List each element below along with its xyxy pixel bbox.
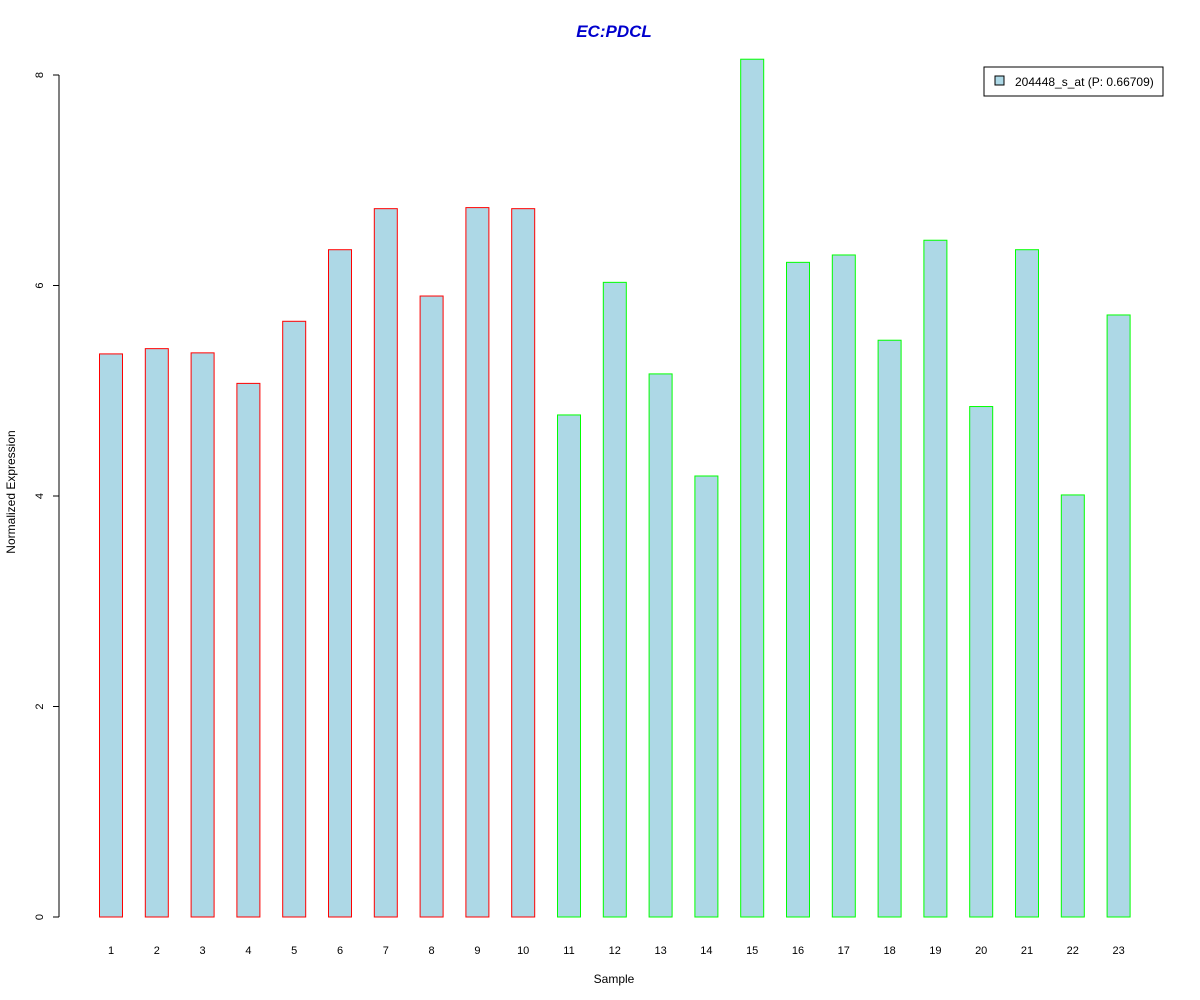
y-tick-label: 0 (34, 914, 46, 920)
chart-title: EC:PDCL (576, 22, 652, 41)
bar-sample-8 (419, 295, 444, 918)
x-tick-label: 3 (200, 945, 206, 957)
x-tick-label: 7 (383, 945, 389, 957)
bar-sample-2 (144, 348, 169, 918)
bar-sample-5 (282, 320, 307, 918)
bar-sample-21 (1015, 249, 1039, 918)
x-tick-label: 8 (429, 945, 435, 957)
legend: 204448_s_at (P: 0.66709) (983, 66, 1164, 97)
x-tick-label: 15 (746, 945, 758, 957)
x-tick-label: 6 (337, 945, 343, 957)
x-tick-label: 11 (563, 945, 574, 957)
x-tick-label: 18 (883, 945, 895, 957)
x-tick-labels: 1 2 3 4 5 6 7 8 9 10 11 12 13 14 15 16 17 18 19 20 21 22 23 (108, 945, 1125, 957)
x-tick-label: 21 (1021, 945, 1033, 957)
x-tick-label: 4 (245, 945, 251, 957)
x-tick-label: 19 (929, 945, 941, 957)
x-tick-label: 9 (474, 945, 480, 957)
y-tick-label: 8 (34, 72, 46, 78)
x-tick-label: 12 (609, 945, 621, 957)
bar-sample-1 (99, 353, 123, 918)
bar-sample-23 (1106, 314, 1131, 918)
bar-sample-16 (786, 261, 810, 918)
bar-sample-19 (923, 239, 948, 918)
bar-sample-17 (831, 254, 856, 918)
bar-sample-4 (236, 382, 261, 918)
x-tick-label: 23 (1112, 945, 1124, 957)
x-tick-label: 14 (700, 945, 712, 957)
x-tick-label: 5 (291, 945, 297, 957)
legend-label: 204448_s_at (P: 0.66709) (1015, 75, 1154, 89)
bar-sample-15 (740, 58, 765, 918)
bar-sample-20 (969, 406, 994, 918)
y-tick-label: 4 (34, 493, 46, 499)
x-tick-label: 16 (792, 945, 804, 957)
bar-sample-22 (1060, 494, 1085, 918)
y-tick-label: 6 (34, 282, 46, 288)
bar-sample-11 (557, 414, 581, 918)
bars-group (99, 58, 1131, 918)
y-tick-label: 2 (34, 703, 46, 709)
x-tick-label: 2 (154, 945, 160, 957)
x-axis-label: Sample (594, 972, 635, 986)
x-tick-label: 20 (975, 945, 987, 957)
x-tick-label: 13 (654, 945, 666, 957)
x-tick-label: 17 (838, 945, 850, 957)
legend-swatch (994, 75, 1005, 86)
bar-sample-12 (602, 281, 627, 918)
bar-sample-3 (190, 352, 215, 918)
bar-sample-6 (328, 249, 352, 918)
legend-box (983, 66, 1164, 97)
x-tick-label: 22 (1067, 945, 1079, 957)
y-axis: 0 2 4 6 8 (34, 72, 60, 920)
y-axis-label: Normalized Expression (4, 430, 18, 553)
x-tick-label: 10 (517, 945, 529, 957)
bar-sample-13 (648, 373, 673, 918)
bar-sample-10 (511, 208, 536, 918)
bar-sample-9 (465, 207, 490, 918)
bar-sample-14 (694, 475, 719, 918)
bar-sample-18 (877, 339, 902, 918)
x-tick-label: 1 (108, 945, 114, 957)
bar-sample-7 (373, 208, 398, 918)
